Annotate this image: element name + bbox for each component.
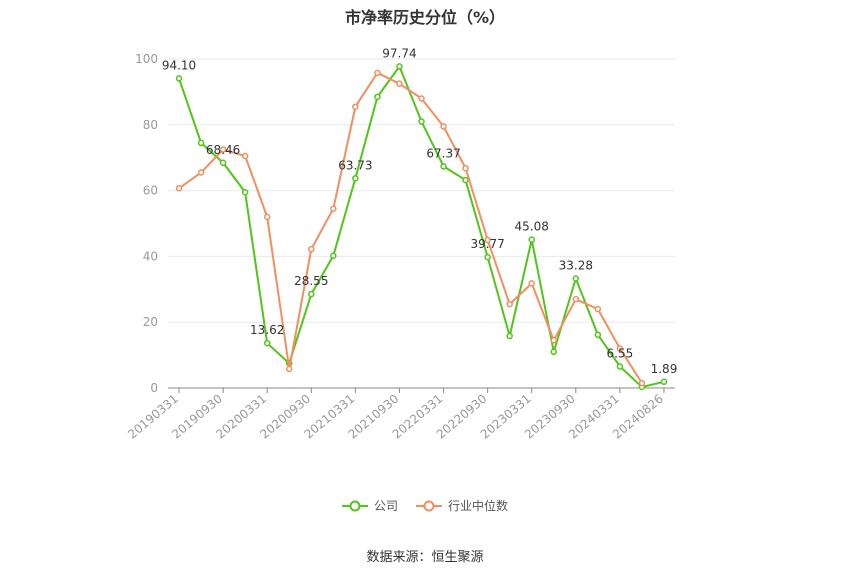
data-point <box>528 236 535 243</box>
series-line-0 <box>178 65 665 389</box>
data-point <box>550 348 558 356</box>
data-point <box>396 80 403 87</box>
data-label: 97.74 <box>382 46 416 60</box>
legend-item-industry-median[interactable]: 行业中位数 <box>416 497 508 514</box>
axis-layer: 0204060801002019033120190930202003312020… <box>125 52 675 442</box>
data-point <box>263 339 271 347</box>
data-point <box>330 205 337 212</box>
data-label: 45.08 <box>515 220 549 234</box>
data-point <box>285 365 293 373</box>
data-point <box>638 379 646 387</box>
legend-item-company[interactable]: 公司 <box>341 497 398 514</box>
data-label: 13.62 <box>250 323 284 337</box>
y-tick-label: 20 <box>143 315 158 329</box>
data-point <box>418 95 425 102</box>
data-label: 39.77 <box>470 237 504 251</box>
data-point <box>374 69 381 77</box>
data-point <box>241 188 249 196</box>
data-point <box>506 300 513 308</box>
data-point <box>594 305 602 313</box>
y-tick-label: 100 <box>135 52 158 66</box>
data-label: 63.73 <box>338 158 372 172</box>
y-tick-label: 60 <box>143 184 158 198</box>
data-point <box>616 363 624 370</box>
data-point <box>484 253 491 261</box>
data-label: 67.37 <box>426 146 460 160</box>
grid-layer <box>168 58 675 323</box>
data-point <box>308 245 315 253</box>
data-point <box>462 164 469 172</box>
data-point <box>175 185 183 192</box>
data-point <box>440 163 447 170</box>
data-point <box>462 176 469 184</box>
data-label: 68.46 <box>206 143 240 157</box>
data-point <box>219 159 227 167</box>
y-tick-label: 0 <box>150 381 158 395</box>
data-point <box>352 175 359 182</box>
data-point <box>352 103 359 110</box>
series-layer <box>175 63 668 391</box>
data-point <box>197 169 205 176</box>
data-point <box>616 345 624 352</box>
data-point <box>528 280 535 287</box>
legend-line-icon <box>341 500 368 511</box>
data-label: 33.28 <box>559 259 593 273</box>
data-point <box>572 275 580 282</box>
data-label-layer: 94.10 68.46 13.62 28.55 63.73 97.74 67.37 39.77… <box>162 46 677 375</box>
data-point <box>594 331 602 338</box>
data-point <box>484 236 491 244</box>
data-point <box>175 75 183 82</box>
data-point <box>219 146 227 153</box>
data-point <box>396 63 403 70</box>
legend-label: 行业中位数 <box>448 499 509 513</box>
data-point <box>506 332 513 340</box>
data-point <box>308 290 315 298</box>
data-point <box>241 152 249 160</box>
data-label: 94.10 <box>162 58 196 72</box>
series-line-1 <box>178 71 643 384</box>
data-point <box>572 295 580 303</box>
y-tick-label: 80 <box>143 118 158 132</box>
data-point <box>330 252 337 259</box>
data-point <box>660 378 668 386</box>
data-point <box>197 139 205 147</box>
data-label: 6.55 <box>607 346 634 360</box>
data-label: 1.89 <box>651 362 678 376</box>
legend-line-icon <box>416 500 442 511</box>
source-note: 数据来源：恒生聚源 <box>366 550 484 565</box>
data-point <box>440 123 447 130</box>
legend-label: 公司 <box>373 499 398 513</box>
data-point <box>418 118 425 125</box>
legend: 公司 行业中位数 <box>0 497 850 514</box>
data-point <box>550 337 558 344</box>
data-point <box>374 93 381 101</box>
chart-title: 市净率历史分位（%） <box>344 8 506 27</box>
data-label: 28.55 <box>294 274 328 288</box>
data-point <box>263 213 271 221</box>
y-tick-label: 40 <box>143 249 158 263</box>
